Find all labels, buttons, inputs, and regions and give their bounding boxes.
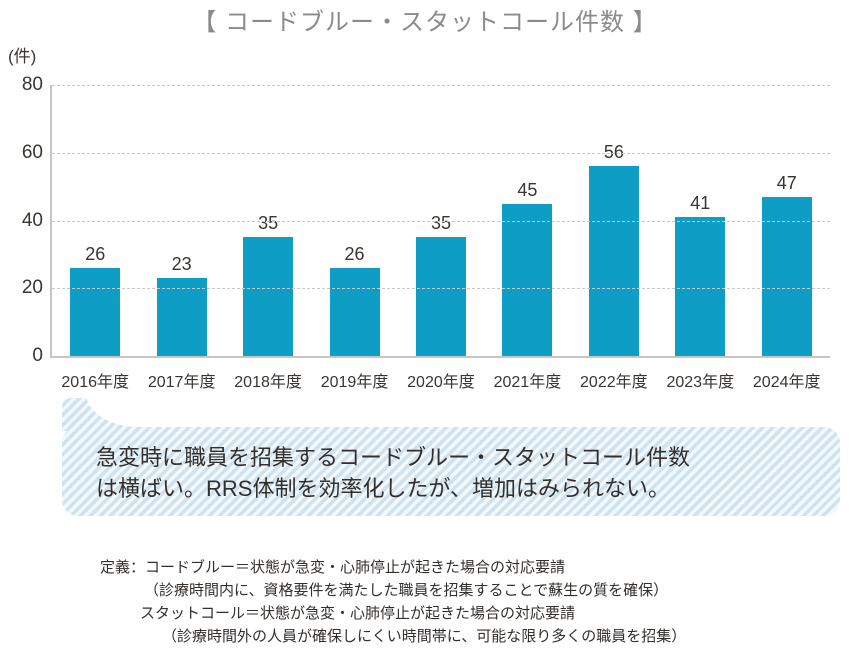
x-axis-label-2017年度: 2017年度: [147, 374, 216, 391]
bar: [70, 267, 121, 356]
gridline-y-40: [52, 220, 830, 222]
x-axis-labels: 2016年度 2017年度 2018年度 2019年度 2020年度 2021年度 2022…: [52, 358, 830, 392]
x-axis-label-2023年度: 2023年度: [666, 374, 735, 391]
speech-bubble-line-2: は横ばい。RRS体制を効率化したが、増加はみられない。: [96, 476, 671, 501]
bar: [329, 267, 380, 356]
bar-group-2021年度: 45: [484, 85, 570, 356]
bar-value-label: 26: [344, 243, 365, 264]
speech-bubble: [62, 427, 840, 516]
bar-value-label: 45: [517, 179, 538, 200]
x-axis-label-2016年度: 2016年度: [61, 374, 130, 391]
definitions-note: 定義：コードブルー＝状態が急変・心肺停止が起きた場合の対応要請 （診療時間内に、…: [100, 556, 686, 648]
bar-group-2016年度: 26: [52, 85, 138, 356]
x-axis-label-2024年度: 2024年度: [752, 374, 821, 391]
bar: [502, 203, 553, 356]
bar-value-label: 47: [776, 172, 797, 193]
x-axis-label-2019年度: 2019年度: [320, 374, 389, 391]
bar: [156, 278, 207, 356]
gridline-y-80: [52, 85, 830, 86]
x-axis-label-2021年度: 2021年度: [493, 374, 562, 391]
plot-area: 26 23 35 26 35 45 56 41 47: [50, 85, 830, 358]
bar-value-label: 23: [171, 254, 192, 275]
bar-group-2018年度: 35: [225, 85, 311, 356]
gridline-y-60: [52, 152, 830, 154]
bar: [675, 217, 726, 356]
y-axis-tick-labels: 0 20 40 60 80: [0, 74, 43, 366]
bar-value-label: 26: [85, 243, 106, 264]
bar-group-2023年度: 41: [657, 85, 743, 356]
speech-bubble-line-1: 急変時に職員を招集するコードブルー・スタットコール件数: [96, 445, 691, 470]
bars-row: 26 23 35 26 35 45 56 41 47: [52, 85, 830, 356]
bar-group-2020年度: 35: [398, 85, 484, 356]
bar: [588, 166, 639, 356]
bar-value-label: 35: [430, 213, 451, 234]
y-tick-label-20: 20: [21, 277, 43, 299]
definition-line-3: スタットコール＝状態が急変・心肺停止が起きた場合の対応要請: [140, 605, 576, 622]
bar: [761, 196, 812, 356]
speech-bubble-text: 急変時に職員を招集するコードブルー・スタットコール件数 は横ばい。RRS体制を効…: [96, 442, 826, 504]
chart-title: 【 コードブルー・スタットコール件数 】: [192, 9, 658, 36]
bar: [243, 237, 294, 356]
x-axis-label-2022年度: 2022年度: [580, 374, 648, 391]
definition-line-2: （診療時間内に、資格要件を満たした職員を招集することで蘇生の質を確保）: [144, 582, 669, 599]
y-axis-unit-label: (件): [8, 47, 37, 66]
y-tick-label-40: 40: [21, 209, 43, 231]
x-axis-label-2020年度: 2020年度: [407, 374, 475, 391]
definition-line-1: 定義：コードブルー＝状態が急変・心肺停止が起きた場合の対応要請: [100, 559, 566, 576]
y-tick-label-80: 80: [21, 74, 43, 95]
y-tick-label-60: 60: [21, 141, 43, 163]
bar-group-2019年度: 26: [311, 85, 397, 356]
definition-line-4: （診療時間外の人員が確保しにくい時間帯に、可能な限り多くの職員を招集）: [162, 628, 687, 645]
x-axis-label-2018年度: 2018年度: [234, 374, 302, 391]
bar: [415, 237, 466, 356]
y-tick-label-0: 0: [32, 345, 43, 366]
gridline-y-20: [52, 288, 830, 290]
bar-group-2024年度: 47: [744, 85, 830, 356]
bar-group-2017年度: 23: [138, 85, 224, 356]
bar-value-label: 41: [690, 193, 711, 214]
bar-value-label: 56: [603, 142, 624, 163]
bar-value-label: 35: [258, 213, 279, 234]
bar-group-2022年度: 56: [571, 85, 657, 356]
